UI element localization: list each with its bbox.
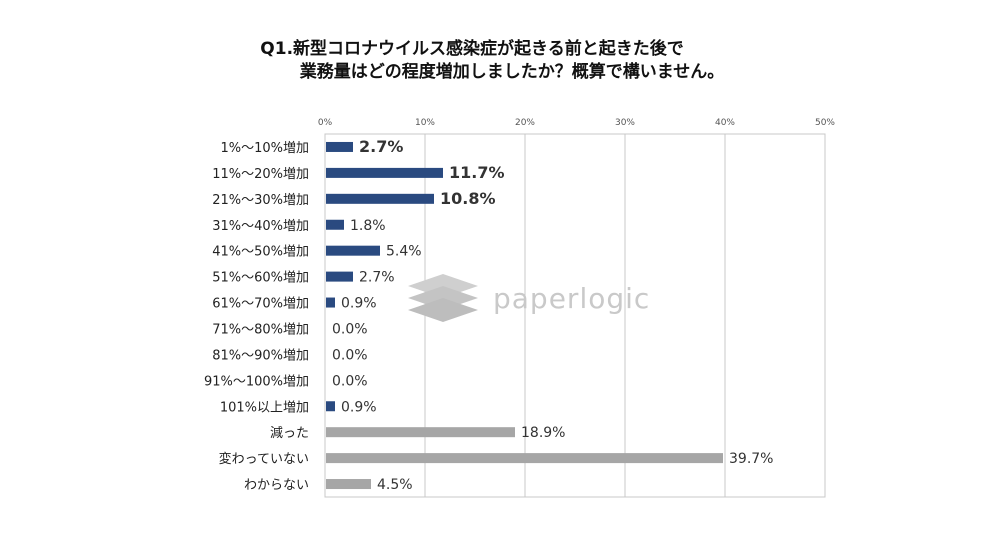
bar: [326, 219, 344, 230]
category-label: 101%以上増加: [220, 400, 309, 415]
data-label: 1.8%: [350, 218, 386, 234]
bar: [326, 141, 353, 152]
bar: [326, 245, 380, 256]
x-tick-label: 30%: [615, 118, 635, 128]
data-label: 5.4%: [386, 244, 422, 260]
category-label: 変わっていない: [219, 451, 309, 467]
bar: [326, 479, 371, 490]
category-label: 減った: [270, 425, 309, 441]
paperlogic-logo-text: paperlogic: [493, 282, 650, 315]
data-label: 4.5%: [377, 477, 413, 493]
data-label: 0.9%: [341, 399, 377, 415]
data-label: 2.7%: [359, 270, 395, 286]
data-label: 2.7%: [359, 137, 403, 156]
chart-title-line2: 業務量はどの程度増加しましたか？概算で構いません。: [299, 62, 725, 82]
data-label: 0.9%: [341, 296, 377, 312]
x-tick-label: 50%: [815, 118, 835, 128]
x-tick-label: 10%: [415, 118, 435, 128]
category-label: 41%～50%増加: [212, 245, 309, 260]
category-label: 11%～20%増加: [212, 167, 309, 182]
category-label: 21%～30%増加: [212, 193, 309, 208]
bar: [326, 193, 434, 204]
bar: [326, 271, 353, 282]
data-label: 0.0%: [332, 373, 368, 389]
x-tick-label: 20%: [515, 118, 535, 128]
bar: [326, 427, 515, 438]
category-label: 51%～60%増加: [212, 271, 309, 286]
bar: [326, 297, 335, 308]
bar: [326, 167, 443, 178]
data-label: 18.9%: [521, 425, 565, 441]
category-label: 1%～10%増加: [220, 141, 309, 156]
data-label: 0.0%: [332, 347, 368, 363]
bar: [326, 401, 335, 412]
x-tick-label: 0%: [318, 118, 333, 128]
category-label: 81%～90%増加: [212, 348, 309, 363]
paperlogic-logo-icon: [408, 274, 478, 322]
bar: [326, 453, 723, 464]
chart-title-line1: Q1.新型コロナウイルス感染症が起きる前と起きた後で: [260, 39, 684, 59]
category-label: 61%～70%増加: [212, 297, 309, 312]
data-label: 11.7%: [449, 163, 505, 182]
category-label: わからない: [244, 478, 309, 493]
x-tick-label: 40%: [715, 118, 735, 128]
data-label: 10.8%: [440, 189, 496, 208]
data-label: 0.0%: [332, 321, 368, 337]
data-label: 39.7%: [729, 451, 773, 467]
paperlogic-watermark-logo: paperlogic: [408, 274, 650, 322]
category-label: 91%～100%増加: [204, 374, 309, 389]
category-label: 31%～40%増加: [212, 219, 309, 234]
category-label: 71%～80%増加: [212, 322, 309, 337]
